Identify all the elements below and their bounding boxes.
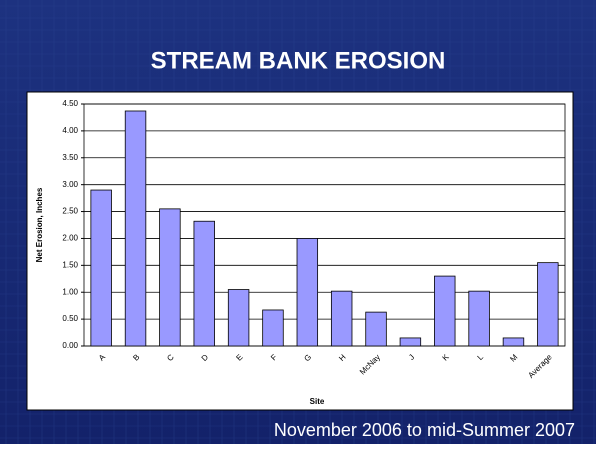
y-tick-label: 1.00 [62,287,78,296]
bar [502,337,525,347]
y-tick-label: 4.50 [62,99,78,108]
x-tick-label: E [234,353,244,363]
y-tick-label: 3.50 [62,153,78,162]
bar [193,220,215,347]
x-tick-label: F [269,352,279,362]
y-tick-label: 2.00 [62,234,78,243]
bar [330,290,353,347]
x-tick-label: M [508,352,519,363]
y-tick-label: 0.50 [62,314,78,323]
bar [262,309,284,347]
bar [227,289,250,347]
x-tick-label: L [476,352,486,362]
slide-title: STREAM BANK EROSION [151,47,446,74]
x-tick-label: H [337,352,348,363]
x-axis-title: Site [310,397,325,406]
bar [365,311,387,347]
y-tick-label: 4.00 [62,126,78,135]
plot: 0.00 0.50 1.00 1.50 2.00 2.50 3.00 3.50 4.00 4.50… [62,99,566,380]
bar [296,238,319,347]
y-tick-label: 1.50 [62,260,78,269]
bar [434,275,456,347]
x-tick-label: B [131,353,141,363]
bar [468,290,490,347]
x-tick-label: C [165,352,176,363]
x-tick-label: G [302,353,313,364]
y-tick-label: 0.00 [62,341,78,350]
x-tick-label: D [200,352,211,363]
y-tick-label: 2.50 [62,207,78,216]
caption: November 2006 to mid-Summer 2007 [274,420,575,440]
y-tick-label: 3.00 [62,180,78,189]
bar [537,262,559,347]
x-tick-label: J [407,353,416,362]
x-tick-label: A [97,352,108,363]
bar [90,189,112,347]
x-tick-label: K [441,352,452,363]
bar [159,208,181,347]
bar [399,337,422,347]
plot-frame [83,103,566,347]
bar [124,110,147,347]
y-axis-title: Net Erosion, Inches [35,187,44,262]
